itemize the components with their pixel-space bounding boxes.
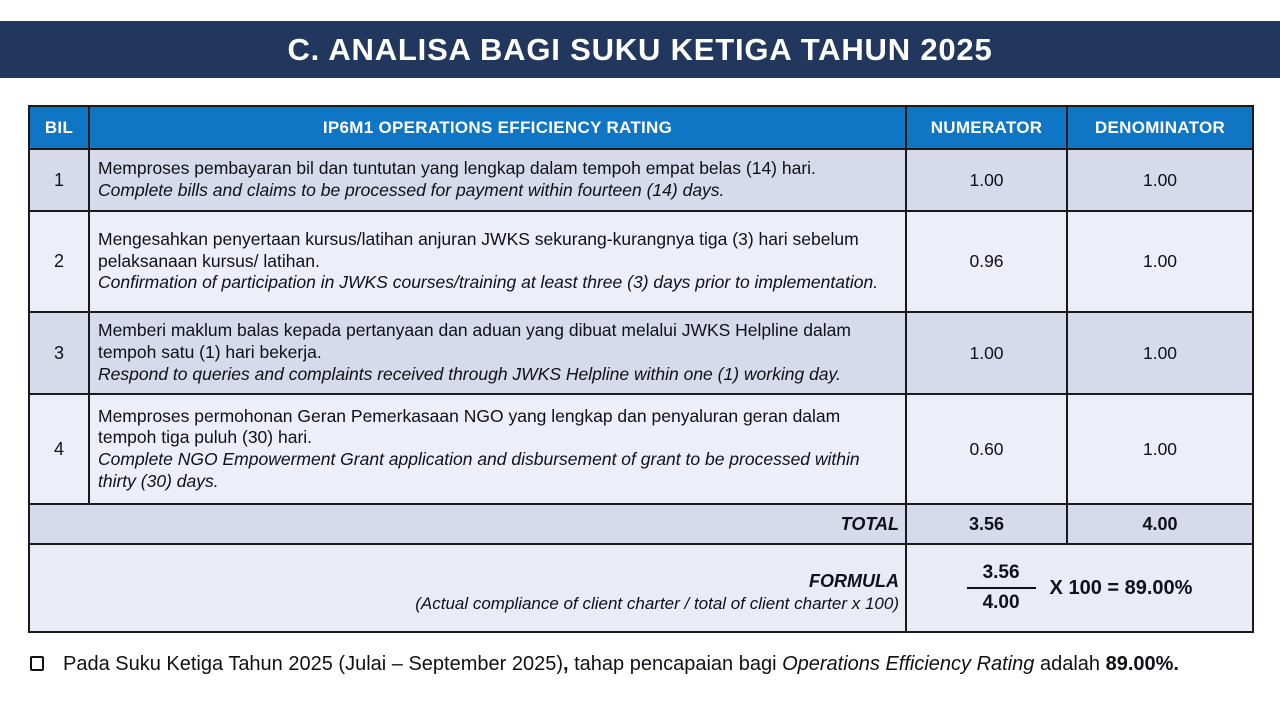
formula-label: FORMULA — [809, 570, 899, 591]
total-label: TOTAL — [28, 503, 907, 545]
denominator-value: 1.00 — [1066, 148, 1254, 212]
footer-bold-comma: , — [562, 653, 569, 675]
page-title: C. ANALISA BAGI SUKU KETIGA TAHUN 2025 — [0, 21, 1280, 78]
row-number: 3 — [28, 311, 90, 395]
total-numerator: 3.56 — [905, 503, 1068, 545]
row-number: 2 — [28, 210, 90, 313]
table-row: 2 Mengesahkan penyertaan kursus/latihan … — [28, 210, 1254, 313]
header-bil: BIL — [28, 105, 90, 150]
square-bullet-icon — [30, 656, 44, 671]
page-title-text: C. ANALISA BAGI SUKU KETIGA TAHUN 2025 — [287, 31, 993, 67]
header-denominator: DENOMINATOR — [1066, 105, 1254, 150]
denominator-value: 1.00 — [1066, 311, 1254, 395]
description-english: Respond to queries and complaints receiv… — [98, 363, 841, 384]
footer-result: 89.00%. — [1105, 653, 1179, 675]
header-numerator: NUMERATOR — [905, 105, 1068, 150]
fraction-denominator: 4.00 — [982, 592, 1020, 613]
fraction: 3.56 4.00 — [966, 562, 1036, 614]
description-english: Complete bills and claims to be processe… — [98, 180, 725, 200]
row-number: 1 — [28, 148, 90, 212]
description-english: Confirmation of participation in JWKS co… — [98, 272, 879, 293]
formula-expression-group: 3.56 4.00 X 100 = 89.00% — [907, 562, 1252, 614]
row-number: 4 — [28, 393, 90, 505]
denominator-value: 1.00 — [1066, 210, 1254, 313]
row-description: Memberi maklum balas kepada pertanyaan d… — [88, 311, 907, 395]
table-row: 3 Memberi maklum balas kepada pertanyaan… — [28, 311, 1254, 395]
description-malay: Mengesahkan penyertaan kursus/latihan an… — [98, 228, 859, 271]
numerator-value: 1.00 — [905, 148, 1068, 212]
fraction-numerator: 3.56 — [966, 562, 1036, 589]
row-description: Memproses pembayaran bil dan tuntutan ya… — [88, 148, 907, 212]
efficiency-rating-table: BIL IP6M1 OPERATIONS EFFICIENCY RATING N… — [28, 105, 1254, 633]
formula-result: X 100 = 89.00% — [1049, 576, 1193, 599]
header-rating: IP6M1 OPERATIONS EFFICIENCY RATING — [88, 105, 907, 150]
numerator-value: 0.96 — [905, 210, 1068, 313]
description-malay: Memberi maklum balas kepada pertanyaan d… — [98, 320, 851, 363]
table-header-row: BIL IP6M1 OPERATIONS EFFICIENCY RATING N… — [28, 105, 1254, 150]
formula-row: FORMULA (Actual compliance of client cha… — [28, 543, 1254, 633]
total-row: TOTAL 3.56 4.00 — [28, 503, 1254, 545]
row-description: Memproses permohonan Geran Pemerkasaan N… — [88, 393, 907, 505]
formula-sublabel: (Actual compliance of client charter / t… — [415, 593, 899, 613]
table-row: 4 Memproses permohonan Geran Pemerkasaan… — [28, 393, 1254, 505]
footer-text-mid: tahap pencapaian bagi — [568, 653, 783, 675]
total-denominator: 4.00 — [1066, 503, 1254, 545]
description-malay: Memproses pembayaran bil dan tuntutan ya… — [98, 158, 816, 179]
numerator-value: 1.00 — [905, 311, 1068, 395]
footer-note: Pada Suku Ketiga Tahun 2025 (Julai – Sep… — [30, 651, 1254, 678]
row-description: Mengesahkan penyertaan kursus/latihan an… — [88, 210, 907, 313]
formula-value-cell: 3.56 4.00 X 100 = 89.00% — [905, 543, 1254, 633]
footer-text-before: Pada Suku Ketiga Tahun 2025 (Julai – Sep… — [63, 653, 563, 675]
formula-label-cell: FORMULA (Actual compliance of client cha… — [28, 543, 907, 633]
description-malay: Memproses permohonan Geran Pemerkasaan N… — [98, 405, 841, 448]
footer-italic-term: Operations Efficiency Rating — [782, 653, 1035, 675]
denominator-value: 1.00 — [1066, 393, 1254, 505]
footer-text: Pada Suku Ketiga Tahun 2025 (Julai – Sep… — [63, 651, 1179, 678]
numerator-value: 0.60 — [905, 393, 1068, 505]
table-row: 1 Memproses pembayaran bil dan tuntutan … — [28, 148, 1254, 212]
description-english: Complete NGO Empowerment Grant applicati… — [98, 449, 860, 491]
footer-text-after: adalah — [1034, 653, 1106, 675]
